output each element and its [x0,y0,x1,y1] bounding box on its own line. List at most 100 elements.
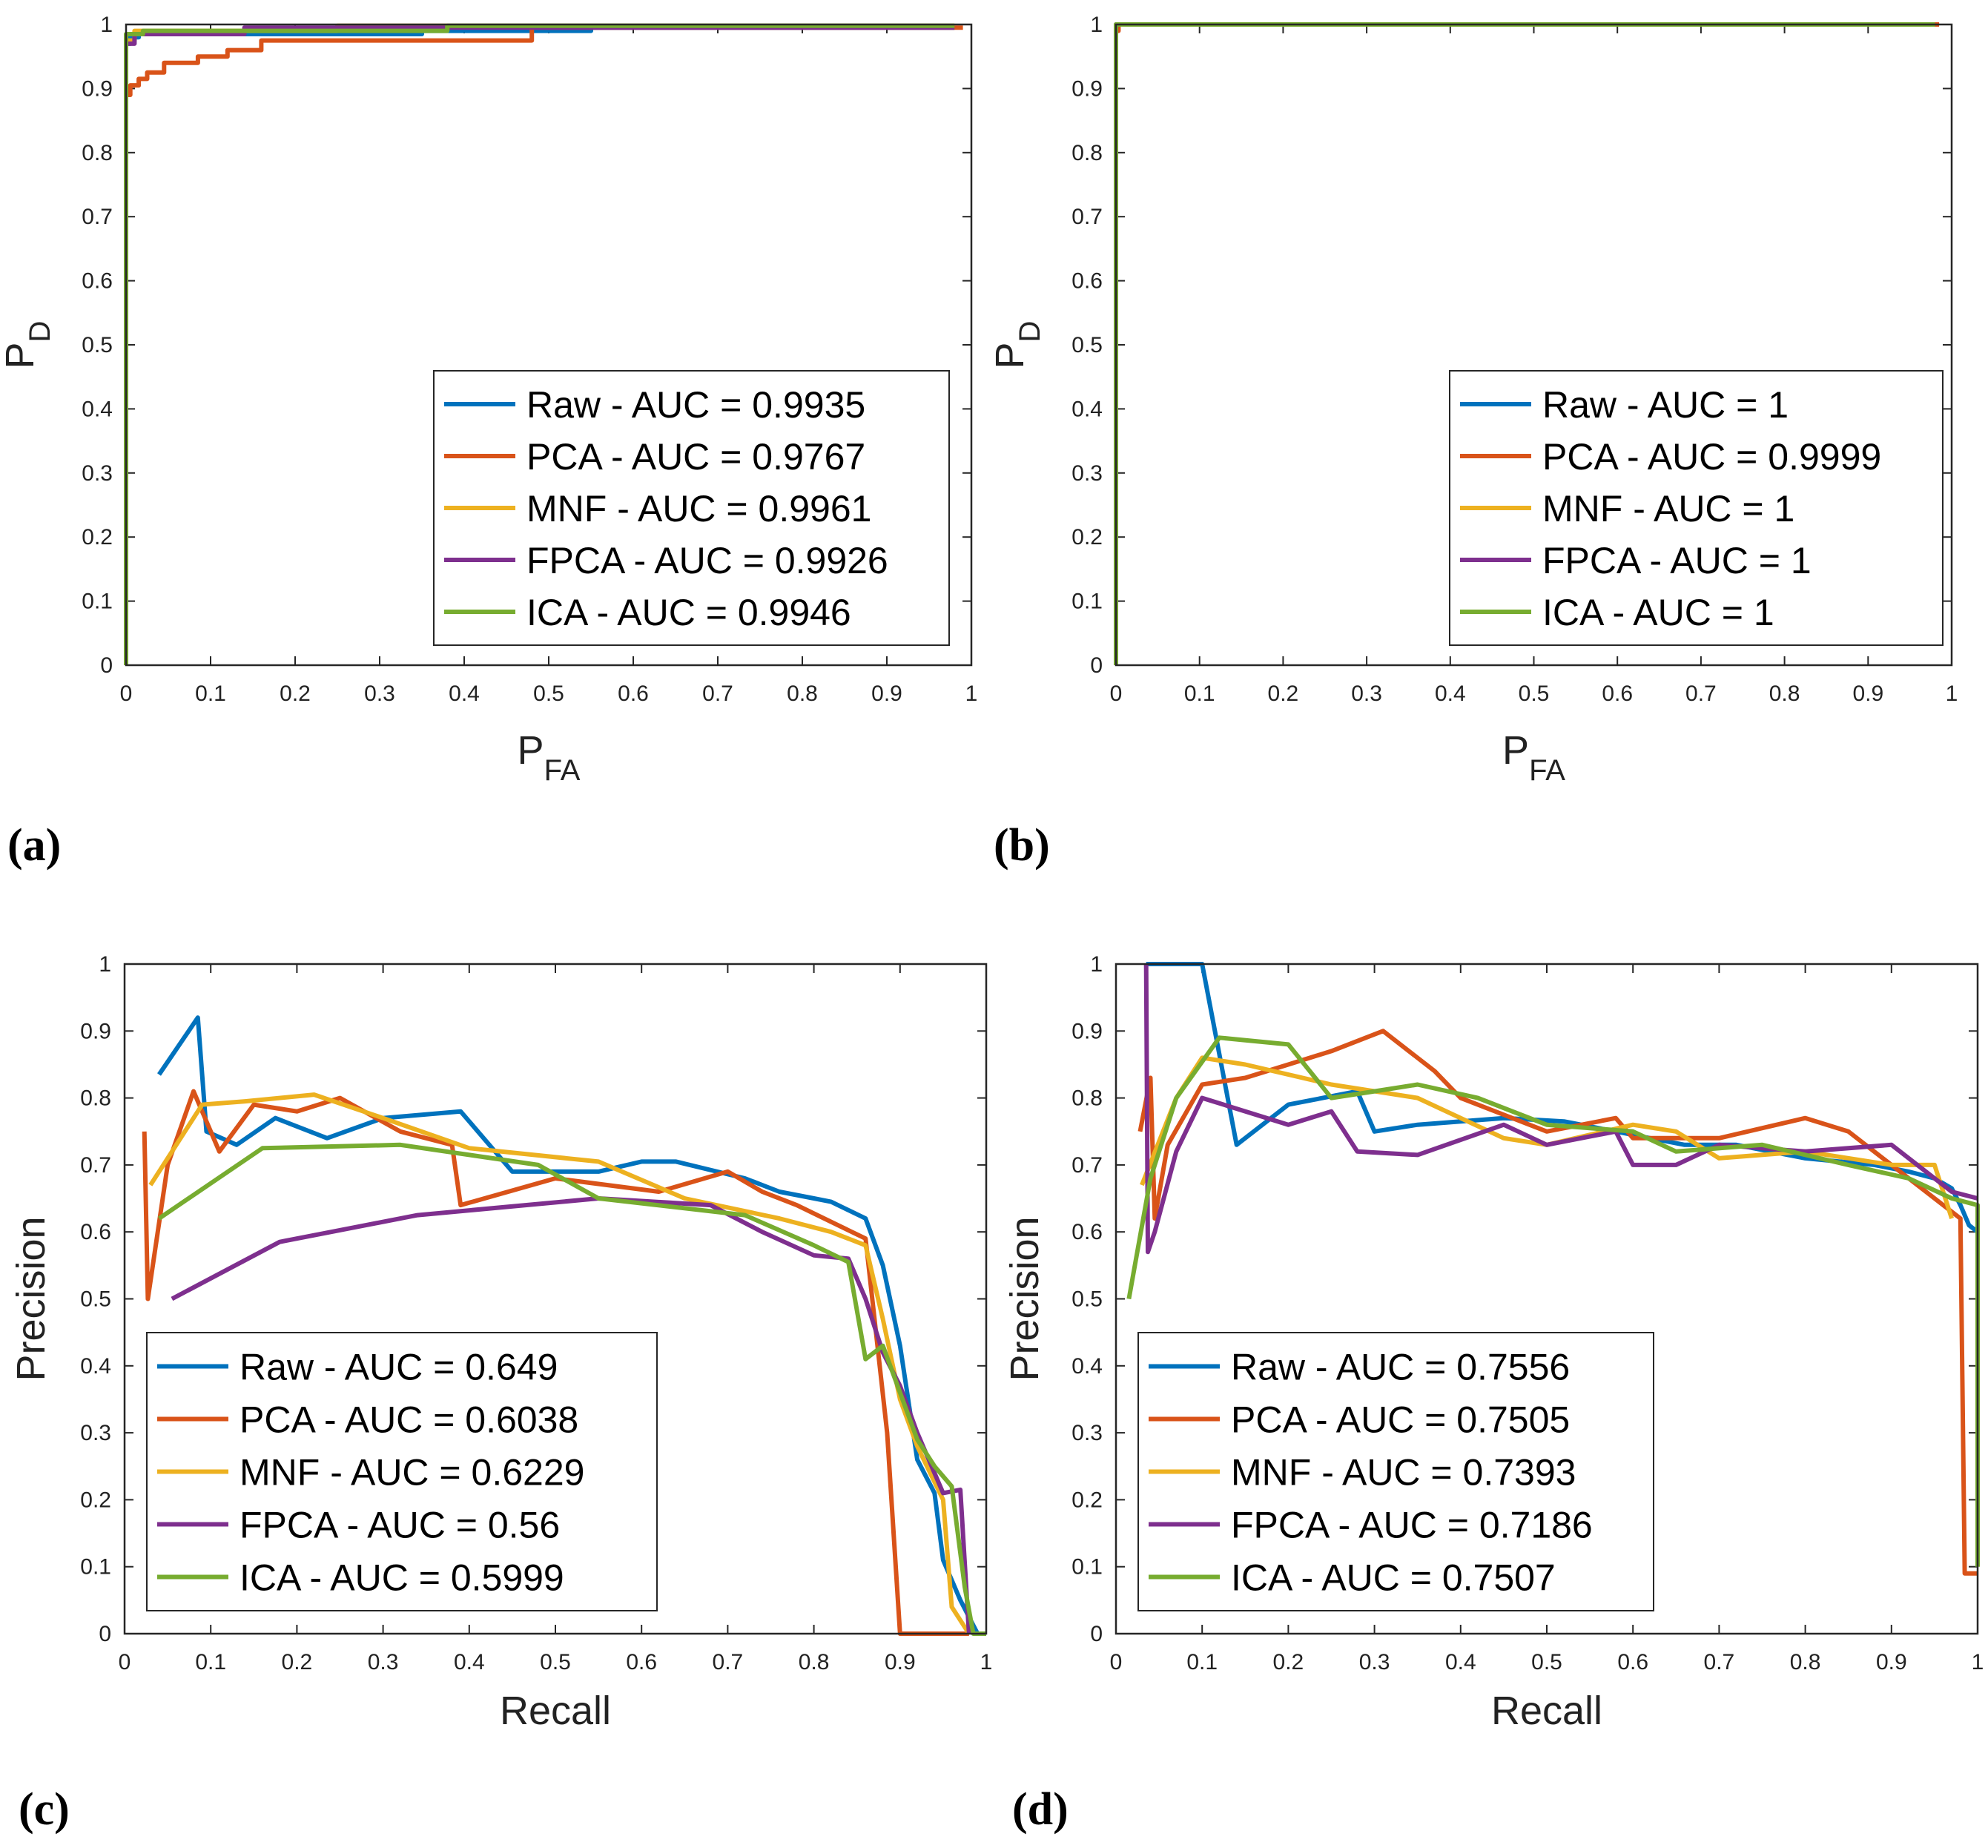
x-tick-label: 0.7 [1704,1650,1735,1674]
x-tick-label: 0.5 [1531,1650,1562,1674]
x-axis-label: Recall [500,1689,611,1733]
y-tick-label: 1 [1090,13,1103,37]
x-axis-label: PFA [1502,728,1565,787]
y-tick-label: 0.6 [80,1220,111,1244]
y-axis-label: Precision [1003,1216,1047,1381]
x-axis-label-sub: FA [544,754,581,787]
y-tick-label: 0.3 [1071,461,1103,486]
legend-label-mnf: MNF - AUC = 0.7393 [1231,1452,1576,1494]
y-tick-label: 0.9 [1071,1019,1103,1043]
legend-label-fpca: FPCA - AUC = 0.56 [240,1505,560,1546]
y-tick-label: 0.5 [80,1287,111,1312]
y-tick-label: 0.9 [80,1019,111,1043]
x-tick-label: 0 [1110,1650,1123,1674]
axes-box [1114,963,1979,1635]
x-tick-label: 0.4 [449,682,480,706]
x-tick-label: 0.5 [533,682,564,706]
x-tick-label: 0.9 [885,1650,916,1674]
x-tick-label: 0.7 [1685,682,1717,706]
x-axis-label-main: P [518,728,544,773]
legend-label-ica: ICA - AUC = 0.5999 [240,1557,564,1599]
axes-box [123,963,988,1635]
y-tick-label: 0.3 [80,1421,111,1445]
x-tick-label: 1 [1972,1650,1984,1674]
y-tick-label: 0.9 [82,76,113,101]
x-tick-label: 0.2 [1273,1650,1304,1674]
y-tick-label: 0.1 [1071,590,1103,614]
y-tick-label: 1 [99,952,111,977]
legend-box [1449,370,1944,646]
x-tick-label: 0 [1110,682,1123,706]
series-line-ica [157,1142,986,1636]
x-tick-label: 0.2 [1268,682,1299,706]
y-tick-label: 0.5 [1071,333,1103,357]
chart-panel-3: 0 0.1 0.2 0.3 0.4 0.5 0.6 0.7 0.8 0.9 1 0 0.1 0.2 0.3 0… [9,952,992,1835]
x-tick-label: 0.4 [1435,682,1466,706]
x-tick-label: 0 [119,1650,131,1674]
y-axis-label-main: Precision [1003,1216,1047,1381]
y-axis-label-main: Precision [9,1216,53,1381]
legend-label-mnf: MNF - AUC = 0.9961 [526,488,871,529]
panel-label: (b) [994,820,1050,871]
legend-box [146,1332,658,1611]
y-tick-label: 0 [1090,1622,1103,1646]
x-tick-label: 1 [980,1650,993,1674]
x-tick-label: 0.9 [871,682,902,706]
x-tick-label: 0.8 [1790,1650,1821,1674]
x-tick-label: 0.1 [195,1650,226,1674]
y-tick-label: 0.5 [82,333,113,357]
legend-label-ica: ICA - AUC = 0.9946 [526,592,851,633]
y-tick-label: 0.2 [1071,525,1103,550]
x-axis-label-main: Recall [500,1689,611,1733]
x-tick-label: 0.7 [713,1650,744,1674]
y-tick-label: 0.3 [1071,1421,1103,1445]
y-tick-label: 0.7 [1071,205,1103,229]
legend-label-fpca: FPCA - AUC = 1 [1542,540,1812,581]
x-tick-label: 0.1 [195,682,226,706]
x-tick-label: 0.6 [626,1650,657,1674]
y-tick-label: 0.4 [1071,397,1103,421]
legend-label-pca: PCA - AUC = 0.9767 [526,436,865,478]
x-tick-label: 0.5 [540,1650,571,1674]
x-tick-label: 0.2 [280,682,311,706]
x-tick-label: 0.7 [702,682,733,706]
x-tick-label: 0.4 [454,1650,485,1674]
y-tick-label: 0.4 [80,1354,111,1379]
legend-box [433,370,950,646]
panel-label: (d) [1012,1784,1069,1835]
x-axis-label-main: Recall [1491,1689,1602,1733]
y-tick-label: 0.3 [82,461,113,486]
x-tick-label: 0.9 [1852,682,1883,706]
series-line-mnf [148,1092,971,1635]
y-axis-label-main: P [0,342,42,369]
y-tick-label: 0.1 [80,1555,111,1580]
x-tick-label: 0.8 [787,682,818,706]
x-tick-label: 0.9 [1876,1650,1907,1674]
y-tick-label: 0.6 [82,269,113,294]
x-tick-label: 0.4 [1445,1650,1476,1674]
series-line-pca [142,1089,969,1636]
y-axis-label: PD [0,321,56,369]
x-tick-label: 0.8 [1769,682,1800,706]
x-tick-label: 0.3 [368,1650,399,1674]
x-tick-label: 0.1 [1184,682,1215,706]
legend-label-raw: Raw - AUC = 1 [1542,384,1789,426]
x-tick-label: 0.3 [1351,682,1382,706]
series-line-ica [1126,1035,1980,1567]
x-tick-label: 0.3 [1359,1650,1390,1674]
y-tick-label: 0.7 [80,1153,111,1178]
x-axis-label-main: P [1502,728,1529,773]
x-tick-label: 0.8 [799,1650,830,1674]
y-tick-label: 0.1 [1071,1555,1103,1580]
y-tick-label: 0.6 [1071,1220,1103,1244]
legend-label-ica: ICA - AUC = 1 [1542,592,1774,633]
legend-label-mnf: MNF - AUC = 1 [1542,488,1794,529]
series-line-fpca [1143,963,1978,1255]
y-tick-label: 0 [100,653,113,678]
y-tick-label: 0.9 [1071,76,1103,101]
x-tick-label: 0.2 [282,1650,313,1674]
x-tick-label: 0.6 [1617,1650,1648,1674]
y-tick-label: 0.6 [1071,269,1103,294]
x-axis-label: PFA [518,728,581,787]
